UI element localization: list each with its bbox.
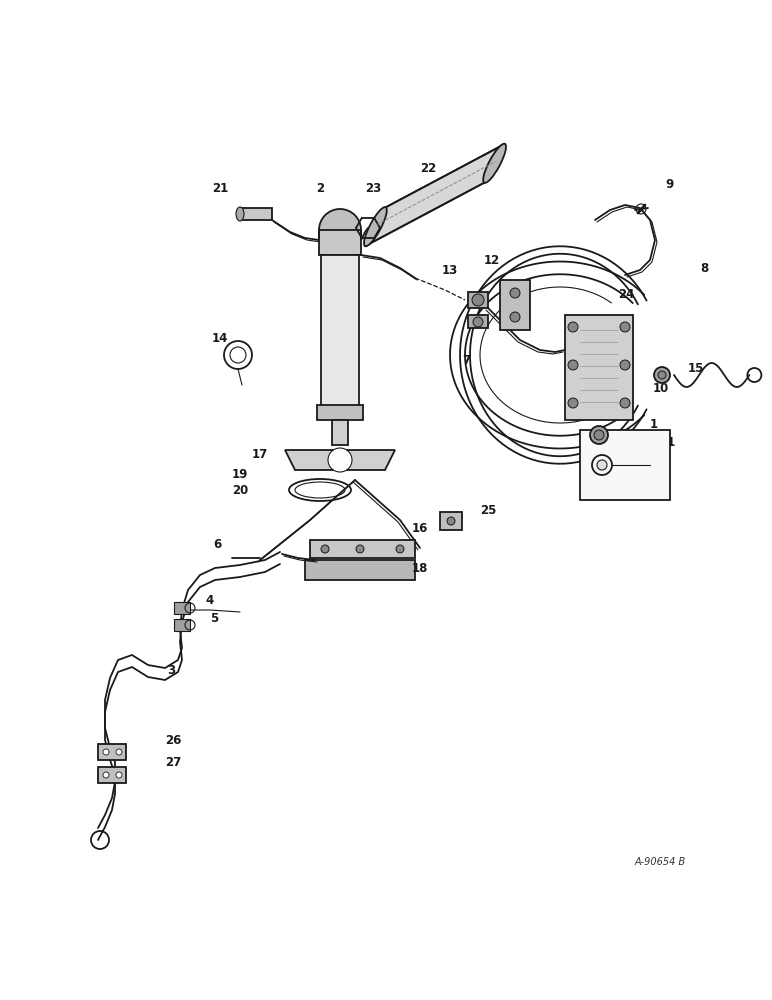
Polygon shape [565,315,633,420]
Polygon shape [285,450,395,470]
Polygon shape [305,560,415,580]
Text: 26: 26 [165,734,181,746]
Text: 1: 1 [650,418,658,432]
Circle shape [116,772,122,778]
Text: 22: 22 [420,161,436,174]
Text: 17: 17 [252,448,268,462]
Text: 8: 8 [700,261,708,274]
Circle shape [473,317,483,327]
Text: 2: 2 [316,182,324,194]
Polygon shape [365,144,505,246]
Circle shape [654,367,670,383]
Polygon shape [440,512,462,530]
Polygon shape [500,280,530,330]
Text: 18: 18 [412,562,428,574]
Circle shape [319,209,361,251]
Circle shape [328,448,352,472]
Circle shape [510,312,520,322]
Text: 4: 4 [205,593,213,606]
Text: 11: 11 [660,436,676,450]
Circle shape [356,545,364,553]
Circle shape [568,360,578,370]
Text: 9: 9 [665,178,673,192]
Ellipse shape [483,144,506,183]
Text: 10: 10 [653,381,669,394]
Polygon shape [321,255,359,415]
Text: 23: 23 [365,182,381,194]
Polygon shape [174,619,190,631]
Ellipse shape [364,207,387,246]
Circle shape [597,460,607,470]
Circle shape [116,749,122,755]
Polygon shape [319,230,361,255]
Circle shape [103,749,109,755]
Text: 19: 19 [232,468,248,482]
Circle shape [590,426,608,444]
Text: 7: 7 [462,354,470,366]
Polygon shape [332,420,348,445]
Circle shape [658,371,666,379]
Text: 25: 25 [480,504,496,516]
Text: 12: 12 [484,253,500,266]
Circle shape [447,517,455,525]
Circle shape [594,430,604,440]
Polygon shape [98,744,126,760]
Polygon shape [98,767,126,783]
Circle shape [620,322,630,332]
Text: 16: 16 [412,522,428,534]
Polygon shape [310,540,415,558]
Circle shape [568,322,578,332]
Circle shape [568,398,578,408]
Text: 15: 15 [688,361,704,374]
Polygon shape [580,430,670,500]
Circle shape [103,772,109,778]
Text: 3: 3 [167,664,175,676]
Circle shape [321,545,329,553]
Polygon shape [468,315,488,328]
Text: 13: 13 [442,263,458,276]
Text: 5: 5 [210,611,218,624]
Text: 24: 24 [618,288,635,302]
Circle shape [510,288,520,298]
Text: 27: 27 [165,756,181,768]
Polygon shape [468,292,488,308]
Text: 14: 14 [212,332,229,344]
Circle shape [620,398,630,408]
Text: 21: 21 [212,182,228,194]
Circle shape [472,294,484,306]
Polygon shape [174,602,190,614]
Text: 6: 6 [214,538,222,552]
Text: 20: 20 [232,484,248,496]
Text: A-90654 B: A-90654 B [635,857,686,867]
Circle shape [396,545,404,553]
Circle shape [620,360,630,370]
Polygon shape [317,405,363,420]
Polygon shape [240,208,272,220]
Ellipse shape [236,207,244,221]
